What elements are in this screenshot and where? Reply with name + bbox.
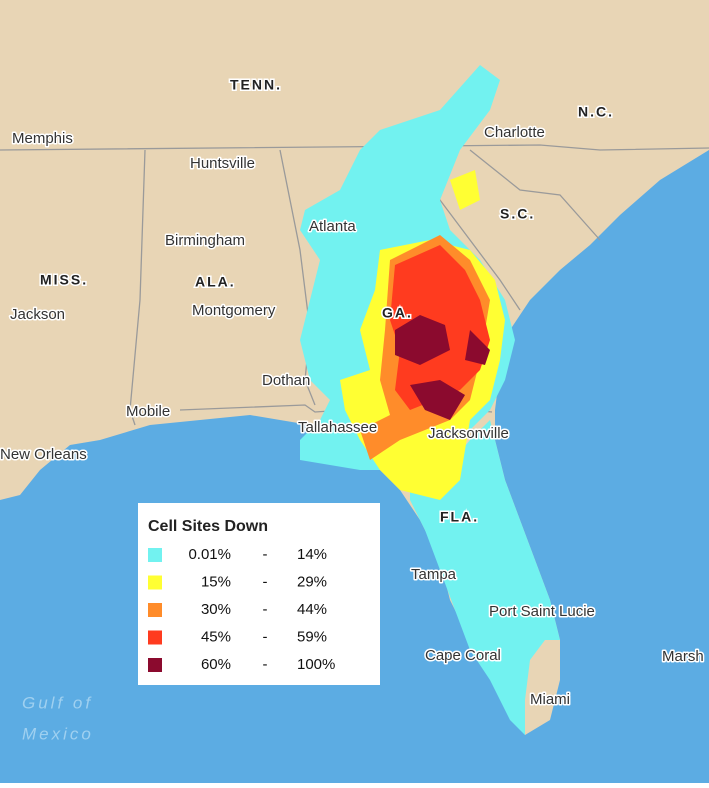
legend-high: 44% [297,601,327,618]
legend-low: 30% [201,601,231,618]
place-label: Jackson [10,306,65,323]
legend-swatch [148,575,162,590]
state-label: GA. [382,305,413,321]
legend: 0.01% - 14% 15% - 29% 30% - 44% 45% - 59% 60% - 100% [148,546,335,673]
legend-high: 59% [297,628,327,645]
border [129,149,146,426]
border [0,144,709,151]
legend-separator: - [263,601,268,618]
legend-title: Cell Sites Down [148,518,268,535]
place-label: Tallahassee [298,419,377,436]
legend-separator: - [263,546,268,563]
area [450,170,480,210]
state-label: ALA. [195,274,236,290]
legend-separator: - [263,628,268,645]
state-label: TENN. [230,77,282,93]
legend-low: 60% [201,656,231,673]
legend-low: 45% [201,628,231,645]
place-label: Dothan [262,372,310,389]
place-label: Atlanta [309,218,356,235]
place-label: Memphis [12,130,73,147]
place-label: Huntsville [190,155,255,172]
place-label: Charlotte [484,124,545,141]
area [410,420,560,735]
place-label: Marsh [662,648,704,665]
border [469,149,601,241]
place-label: Mobile [126,403,170,420]
place-label: Montgomery [192,302,276,319]
outage-areas [300,65,560,735]
legend-box [138,503,380,685]
legend-swatch [148,630,162,645]
place-label: Miami [530,691,570,708]
legend-high: 100% [297,656,335,673]
legend-swatch [148,658,162,672]
state-label: MISS. [40,272,88,288]
legend-low: 0.01% [188,546,231,563]
legend-swatch [148,603,162,617]
legend-high: 29% [297,573,327,590]
legend-separator: - [263,573,268,590]
place-label: Tampa [411,566,457,583]
place-label: Cape Coral [425,647,501,664]
water-label: Mexico [22,724,94,743]
place-label: Port Saint Lucie [489,603,595,620]
area [410,380,465,420]
water-label: Gulf of [22,693,93,712]
legend-swatch [148,548,162,562]
area [465,330,490,365]
legend-separator: - [263,656,268,673]
legend-low: 15% [201,573,231,590]
area [395,315,450,365]
legend-high: 14% [297,546,327,563]
place-label: New Orleans [0,446,87,463]
state-label: S.C. [500,206,535,222]
place-label: Jacksonville [428,425,509,442]
labels: Memphis Huntsville Birmingham Montgomery Jac… [0,75,705,743]
state-label: N.C. [578,104,614,120]
state-label: FLA. [440,509,479,525]
place-label: Birmingham [165,232,245,249]
